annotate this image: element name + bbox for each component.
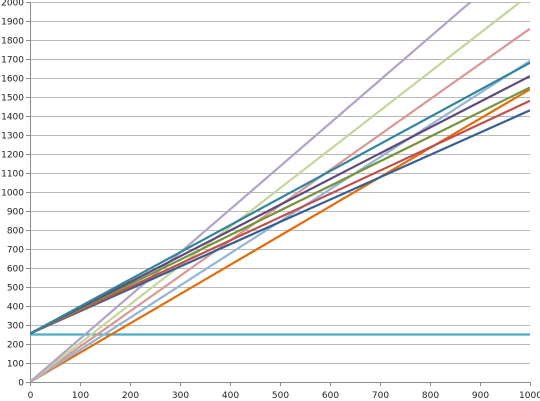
- y-tick-label: 300: [7, 322, 24, 332]
- series-lines: [30, 2, 530, 382]
- y-tick-label: 1100: [1, 170, 24, 180]
- y-tick-label: 0: [18, 379, 24, 389]
- x-tick-label: 600: [322, 391, 339, 401]
- x-tick-label: 1000: [519, 391, 540, 401]
- series-line-2: [30, 88, 530, 382]
- y-tick-label: 600: [7, 265, 24, 275]
- x-tick-labels: 0 100 200 300 400 500 600 700 800 900 1000: [28, 391, 540, 401]
- x-tick-label: 100: [72, 391, 89, 401]
- y-tick-label: 700: [7, 246, 24, 256]
- y-tick-label: 900: [7, 208, 24, 218]
- x-tick-label: 900: [472, 391, 489, 401]
- y-tick-label: 1800: [1, 37, 24, 47]
- y-tick-label: 1500: [1, 94, 24, 104]
- y-tick-label: 100: [7, 360, 24, 370]
- y-tick-label: 400: [7, 303, 24, 313]
- y-tick-label: 1000: [1, 189, 24, 199]
- y-tick-labels: 0 100 200 300 400 500 600 700 800 900 1000 1100 1200…: [1, 0, 24, 389]
- gridlines: [30, 2, 530, 364]
- x-tick-label: 200: [122, 391, 139, 401]
- y-tick-label: 1200: [1, 151, 24, 161]
- x-tick-label: 0: [28, 391, 34, 401]
- y-tick-label: 1300: [1, 132, 24, 142]
- y-tick-label: 200: [7, 341, 24, 351]
- series-line-5: [30, 2, 522, 382]
- series-line-10: [30, 75, 530, 335]
- y-tick-label: 1900: [1, 18, 24, 28]
- series-line-6: [30, 2, 473, 382]
- series-line-9: [30, 86, 530, 335]
- x-tick-label: 400: [222, 391, 239, 401]
- y-tick-label: 500: [7, 284, 24, 294]
- x-tick-label: 800: [422, 391, 439, 401]
- x-tick-label: 700: [372, 391, 389, 401]
- series-line-11: [30, 61, 530, 335]
- y-tick-label: 800: [7, 227, 24, 237]
- series-line-8: [30, 99, 530, 335]
- axes: [26, 2, 531, 386]
- y-tick-label: 2000: [1, 0, 24, 9]
- y-tick-label: 1700: [1, 56, 24, 66]
- x-tick-label: 300: [172, 391, 189, 401]
- y-tick-label: 1400: [1, 113, 24, 123]
- series-line-7: [30, 109, 530, 335]
- y-tick-label: 1600: [1, 75, 24, 85]
- x-tick-label: 500: [272, 391, 289, 401]
